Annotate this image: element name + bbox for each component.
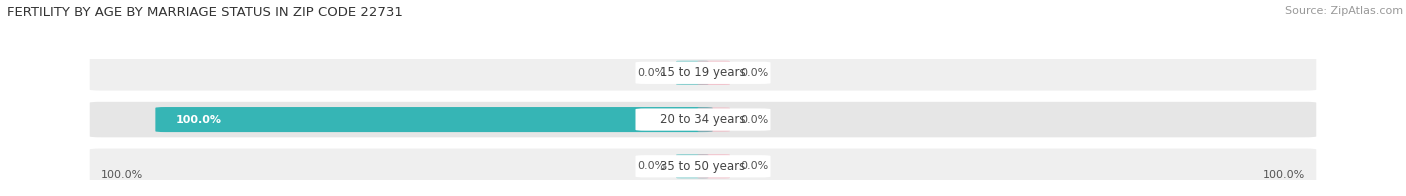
Text: 100.0%: 100.0% [176,114,222,125]
Text: 35 to 50 years: 35 to 50 years [661,160,745,173]
FancyBboxPatch shape [697,61,730,85]
FancyBboxPatch shape [636,62,770,84]
FancyBboxPatch shape [90,102,1316,137]
Text: 15 to 19 years: 15 to 19 years [661,66,745,79]
Text: 100.0%: 100.0% [1263,170,1306,180]
FancyBboxPatch shape [156,107,713,132]
FancyBboxPatch shape [90,55,1316,91]
Text: 100.0%: 100.0% [100,170,143,180]
FancyBboxPatch shape [90,149,1316,184]
Text: 20 to 34 years: 20 to 34 years [661,113,745,126]
FancyBboxPatch shape [636,155,770,177]
Text: FERTILITY BY AGE BY MARRIAGE STATUS IN ZIP CODE 22731: FERTILITY BY AGE BY MARRIAGE STATUS IN Z… [7,6,404,19]
Text: 0.0%: 0.0% [637,161,665,171]
Text: 0.0%: 0.0% [741,68,769,78]
FancyBboxPatch shape [697,154,730,178]
Text: 0.0%: 0.0% [741,114,769,125]
Text: 0.0%: 0.0% [637,68,665,78]
FancyBboxPatch shape [676,154,709,178]
FancyBboxPatch shape [636,108,770,131]
Text: Source: ZipAtlas.com: Source: ZipAtlas.com [1285,6,1403,16]
FancyBboxPatch shape [697,107,730,132]
Text: 0.0%: 0.0% [741,161,769,171]
FancyBboxPatch shape [676,61,709,85]
